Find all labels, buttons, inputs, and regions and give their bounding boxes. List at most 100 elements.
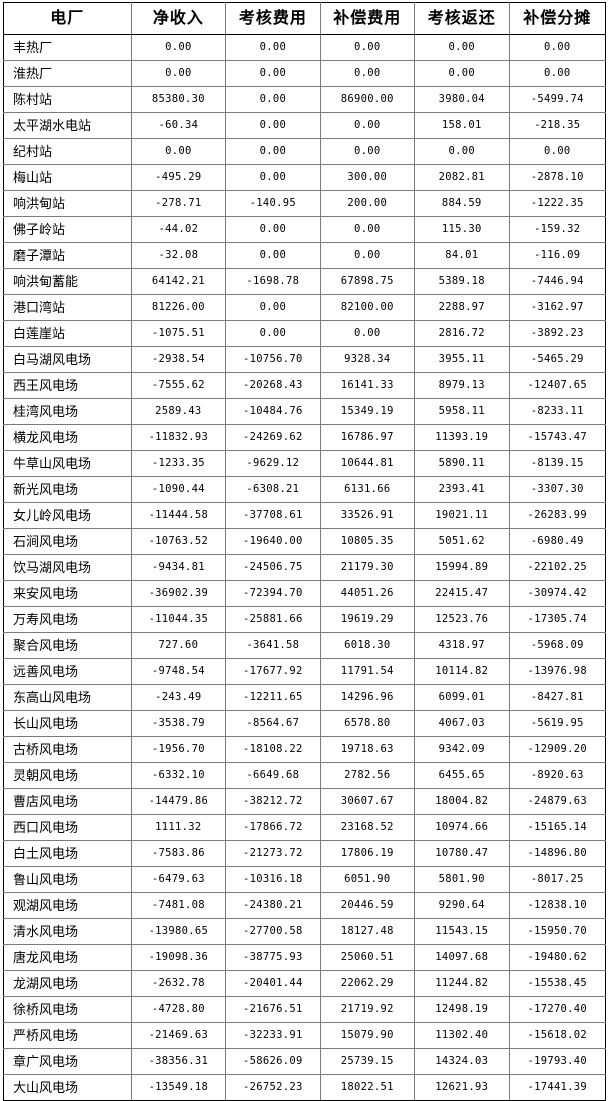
value-cell-c2: -32233.91 <box>225 1022 321 1049</box>
value-cell-c2: -17866.72 <box>225 814 321 841</box>
value-cell-c4: 4318.97 <box>414 632 510 659</box>
value-cell-c1: -243.49 <box>130 684 227 711</box>
value-cell-c1: 0.00 <box>130 60 227 87</box>
plant-name-cell: 丰热厂 <box>3 34 132 61</box>
table-row: 佛子岭站 -44.02 0.00 0.00 115.30 -159.32 <box>3 216 606 243</box>
value-cell-c5: -159.32 <box>508 216 606 243</box>
plant-name-cell: 西口风电场 <box>3 814 132 841</box>
value-cell-c3: 33526.91 <box>319 502 416 529</box>
value-cell-c1: 85380.30 <box>130 86 227 113</box>
plant-name-cell: 石涧风电场 <box>3 528 132 555</box>
value-cell-c2: 0.00 <box>225 216 321 243</box>
table-row: 白马湖风电场 -2938.54 -10756.70 9328.34 3955.11 -54… <box>3 346 606 373</box>
value-cell-c4: 18004.82 <box>414 788 510 815</box>
value-cell-c1: -10763.52 <box>130 528 227 555</box>
value-cell-c1: 81226.00 <box>130 294 227 321</box>
value-cell-c5: -5968.09 <box>508 632 606 659</box>
column-header-c2: 考核费用 <box>225 2 321 35</box>
plant-name-cell: 大山风电场 <box>3 1074 132 1101</box>
table-row: 女儿岭风电场 -11444.58 -37708.61 33526.91 19021.11… <box>3 502 606 529</box>
value-cell-c4: 10114.82 <box>414 658 510 685</box>
value-cell-c5: -15950.70 <box>508 918 606 945</box>
value-cell-c2: -6649.68 <box>225 762 321 789</box>
value-cell-c1: -19098.36 <box>130 944 227 971</box>
value-cell-c3: 25060.51 <box>319 944 416 971</box>
value-cell-c5: -17441.39 <box>508 1074 606 1101</box>
value-cell-c3: 9328.34 <box>319 346 416 373</box>
table-row: 龙湖风电场 -2632.78 -20401.44 22062.29 11244.82 -1… <box>3 970 606 997</box>
value-cell-c2: -17677.92 <box>225 658 321 685</box>
value-cell-c3: 2782.56 <box>319 762 416 789</box>
value-cell-c1: -60.34 <box>130 112 227 139</box>
plant-name-cell: 章广风电场 <box>3 1048 132 1075</box>
value-cell-c1: -278.71 <box>130 190 227 217</box>
value-cell-c2: 0.00 <box>225 60 321 87</box>
table-header: 电厂 净收入 考核费用 补偿费用 考核返还 补偿分摊 <box>3 2 606 35</box>
value-cell-c4: 5389.18 <box>414 268 510 295</box>
plant-name-cell: 清水风电场 <box>3 918 132 945</box>
plant-name-cell: 万寿风电场 <box>3 606 132 633</box>
value-cell-c5: -2878.10 <box>508 164 606 191</box>
table-row: 淮热厂 0.00 0.00 0.00 0.00 0.00 <box>3 60 606 87</box>
value-cell-c4: 4067.03 <box>414 710 510 737</box>
value-cell-c1: 1111.32 <box>130 814 227 841</box>
value-cell-c2: -72394.70 <box>225 580 321 607</box>
value-cell-c1: -4728.80 <box>130 996 227 1023</box>
value-cell-c2: -20268.43 <box>225 372 321 399</box>
table-row: 桂湾风电场 2589.43 -10484.76 15349.19 5958.11 -823… <box>3 398 606 425</box>
table-row: 唐龙风电场 -19098.36 -38775.93 25060.51 14097.68-… <box>3 944 606 971</box>
value-cell-c1: -1233.35 <box>130 450 227 477</box>
value-cell-c5: -22102.25 <box>508 554 606 581</box>
value-cell-c1: 2589.43 <box>130 398 227 425</box>
value-cell-c1: -32.08 <box>130 242 227 269</box>
value-cell-c5: -30974.42 <box>508 580 606 607</box>
value-cell-c4: 14097.68 <box>414 944 510 971</box>
plant-name-cell: 徐桥风电场 <box>3 996 132 1023</box>
value-cell-c1: -44.02 <box>130 216 227 243</box>
value-cell-c4: 5801.90 <box>414 866 510 893</box>
value-cell-c4: 11244.82 <box>414 970 510 997</box>
value-cell-c5: -17270.40 <box>508 996 606 1023</box>
table-row: 远善风电场 -9748.54 -17677.92 11791.54 10114.82 -1… <box>3 658 606 685</box>
value-cell-c3: 18022.51 <box>319 1074 416 1101</box>
value-cell-c4: 0.00 <box>414 60 510 87</box>
value-cell-c2: 0.00 <box>225 112 321 139</box>
column-header-c1: 净收入 <box>130 2 227 35</box>
value-cell-c3: 6051.90 <box>319 866 416 893</box>
table-row: 纪村站 0.00 0.00 0.00 0.00 0.00 <box>3 138 606 165</box>
plant-name-cell: 曹店风电场 <box>3 788 132 815</box>
value-cell-c4: 22415.47 <box>414 580 510 607</box>
table-row: 横龙风电场 -11832.93 -24269.62 16786.97 11393.19-… <box>3 424 606 451</box>
plant-name-cell: 磨子潭站 <box>3 242 132 269</box>
value-cell-c4: 10974.66 <box>414 814 510 841</box>
value-cell-c5: -7446.94 <box>508 268 606 295</box>
value-cell-c3: 0.00 <box>319 138 416 165</box>
value-cell-c3: 86900.00 <box>319 86 416 113</box>
value-cell-c5: -12407.65 <box>508 372 606 399</box>
plant-name-cell: 古桥风电场 <box>3 736 132 763</box>
value-cell-c1: -13980.65 <box>130 918 227 945</box>
value-cell-c4: 6099.01 <box>414 684 510 711</box>
value-cell-c3: 19619.29 <box>319 606 416 633</box>
value-cell-c4: 9342.09 <box>414 736 510 763</box>
value-cell-c3: 10644.81 <box>319 450 416 477</box>
value-cell-c1: -2938.54 <box>130 346 227 373</box>
value-cell-c1: -13549.18 <box>130 1074 227 1101</box>
plant-name-cell: 白马湖风电场 <box>3 346 132 373</box>
value-cell-c2: -18108.22 <box>225 736 321 763</box>
value-cell-c4: 11543.15 <box>414 918 510 945</box>
value-cell-c4: 15994.89 <box>414 554 510 581</box>
value-cell-c5: -15743.47 <box>508 424 606 451</box>
value-cell-c3: 19718.63 <box>319 736 416 763</box>
column-header-c3: 补偿费用 <box>319 2 416 35</box>
value-cell-c1: -11832.93 <box>130 424 227 451</box>
value-cell-c4: 9290.64 <box>414 892 510 919</box>
value-cell-c1: -6332.10 <box>130 762 227 789</box>
value-cell-c4: 884.59 <box>414 190 510 217</box>
value-cell-c4: 115.30 <box>414 216 510 243</box>
value-cell-c3: 16786.97 <box>319 424 416 451</box>
value-cell-c3: 0.00 <box>319 112 416 139</box>
value-cell-c2: -37708.61 <box>225 502 321 529</box>
value-cell-c1: -1090.44 <box>130 476 227 503</box>
value-cell-c2: 0.00 <box>225 34 321 61</box>
